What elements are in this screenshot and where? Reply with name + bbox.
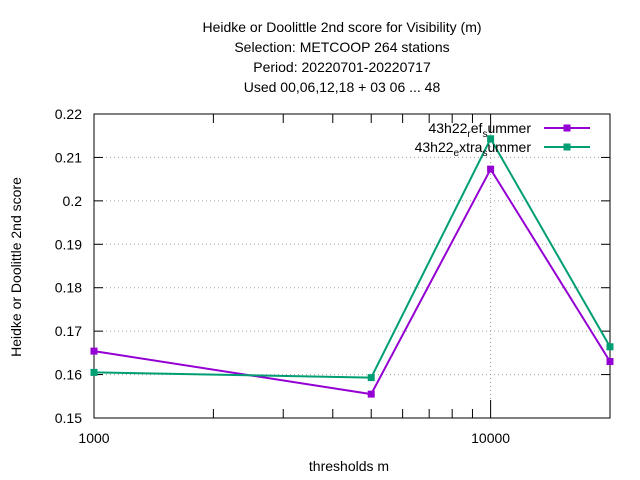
y-tick-label: 0.16 xyxy=(55,367,82,383)
legend-swatch-marker xyxy=(563,124,571,132)
data-point xyxy=(606,358,614,366)
data-point xyxy=(487,165,495,173)
data-point xyxy=(487,135,495,143)
x-tick-label: 10000 xyxy=(471,430,510,446)
chart-title-line: Period: 20220701-20220717 xyxy=(253,59,431,75)
y-tick-label: 0.15 xyxy=(55,410,82,426)
legend-label-part: 43h22 xyxy=(428,120,467,136)
legend-label-part: ummer xyxy=(487,120,531,136)
grid-lines xyxy=(94,114,610,418)
legend-label-part: ef xyxy=(471,120,483,136)
axis-ticks: 0.15 0.16 0.17 0.18 0.19 0.2 0.21 0.22 1000 10000 xyxy=(55,106,611,446)
data-point xyxy=(90,347,98,355)
y-axis-label: Heidke or Doolittle 2nd score xyxy=(8,177,24,357)
data-point xyxy=(367,390,375,398)
y-tick-label: 0.19 xyxy=(55,236,82,252)
data-point xyxy=(90,368,98,376)
data-point xyxy=(367,374,375,382)
y-tick-label: 0.18 xyxy=(55,280,82,296)
legend-label-part: r xyxy=(467,129,471,140)
legend-label: 43h22refsummer xyxy=(428,120,531,140)
data-point xyxy=(606,343,614,351)
y-tick-label: 0.22 xyxy=(55,106,82,122)
y-tick-label: 0.21 xyxy=(55,149,82,165)
legend-label: 43h22extrasummer xyxy=(415,139,532,159)
x-tick-label: 1000 xyxy=(78,430,109,446)
legend-label-part: ummer xyxy=(487,139,531,155)
chart-title-line: Selection: METCOOP 264 stations xyxy=(234,39,449,55)
y-tick-label: 0.17 xyxy=(55,323,82,339)
chart-title: Heidke or Doolittle 2nd score for Visibi… xyxy=(202,19,481,95)
legend-label-part: xtra xyxy=(459,139,483,155)
chart-title-line: Used 00,06,12,18 + 03 06 ... 48 xyxy=(244,79,441,95)
series-line xyxy=(93,167,611,396)
chart-title-line: Heidke or Doolittle 2nd score for Visibi… xyxy=(202,19,481,35)
series-line xyxy=(93,136,611,379)
plot-frame xyxy=(93,113,611,419)
legend-label-part: e xyxy=(454,148,460,159)
legend-label-part: s xyxy=(482,148,487,159)
legend-label-part: s xyxy=(482,129,487,140)
data-series xyxy=(90,135,614,398)
x-axis-label: thresholds m xyxy=(309,458,389,474)
legend-swatch-marker xyxy=(563,143,571,151)
y-tick-label: 0.2 xyxy=(63,193,83,209)
legend-label-part: 43h22 xyxy=(415,139,454,155)
